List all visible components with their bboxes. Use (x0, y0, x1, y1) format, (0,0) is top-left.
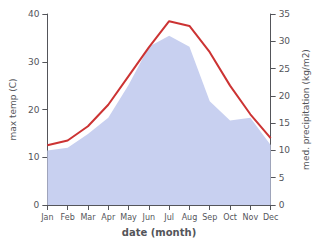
svg-text:Jun: Jun (142, 213, 156, 222)
svg-text:5: 5 (279, 173, 285, 183)
svg-text:Oct: Oct (223, 213, 237, 222)
svg-text:15: 15 (279, 118, 290, 128)
svg-text:med. precipitation (kg/m2): med. precipitation (kg/m2) (301, 49, 311, 170)
svg-text:Sep: Sep (202, 213, 217, 222)
svg-text:35: 35 (279, 9, 290, 19)
svg-text:Apr: Apr (101, 213, 116, 222)
svg-text:0: 0 (279, 200, 285, 210)
svg-text:0: 0 (34, 200, 40, 210)
svg-text:max temp (C): max temp (C) (8, 78, 18, 140)
svg-text:10: 10 (28, 152, 40, 162)
svg-text:Mar: Mar (80, 213, 96, 222)
svg-text:May: May (120, 213, 137, 222)
svg-text:Jul: Jul (163, 213, 174, 222)
svg-text:10: 10 (279, 145, 291, 155)
svg-text:date (month): date (month) (122, 227, 196, 238)
svg-text:30: 30 (28, 57, 40, 67)
svg-text:30: 30 (279, 36, 291, 46)
svg-text:25: 25 (279, 64, 290, 74)
svg-text:Aug: Aug (182, 213, 198, 222)
svg-text:Jan: Jan (40, 213, 53, 222)
svg-text:Feb: Feb (61, 213, 75, 222)
svg-text:20: 20 (279, 91, 291, 101)
svg-text:Nov: Nov (243, 213, 259, 222)
svg-text:20: 20 (28, 105, 40, 115)
svg-text:Dec: Dec (263, 213, 278, 222)
svg-text:40: 40 (28, 9, 40, 19)
